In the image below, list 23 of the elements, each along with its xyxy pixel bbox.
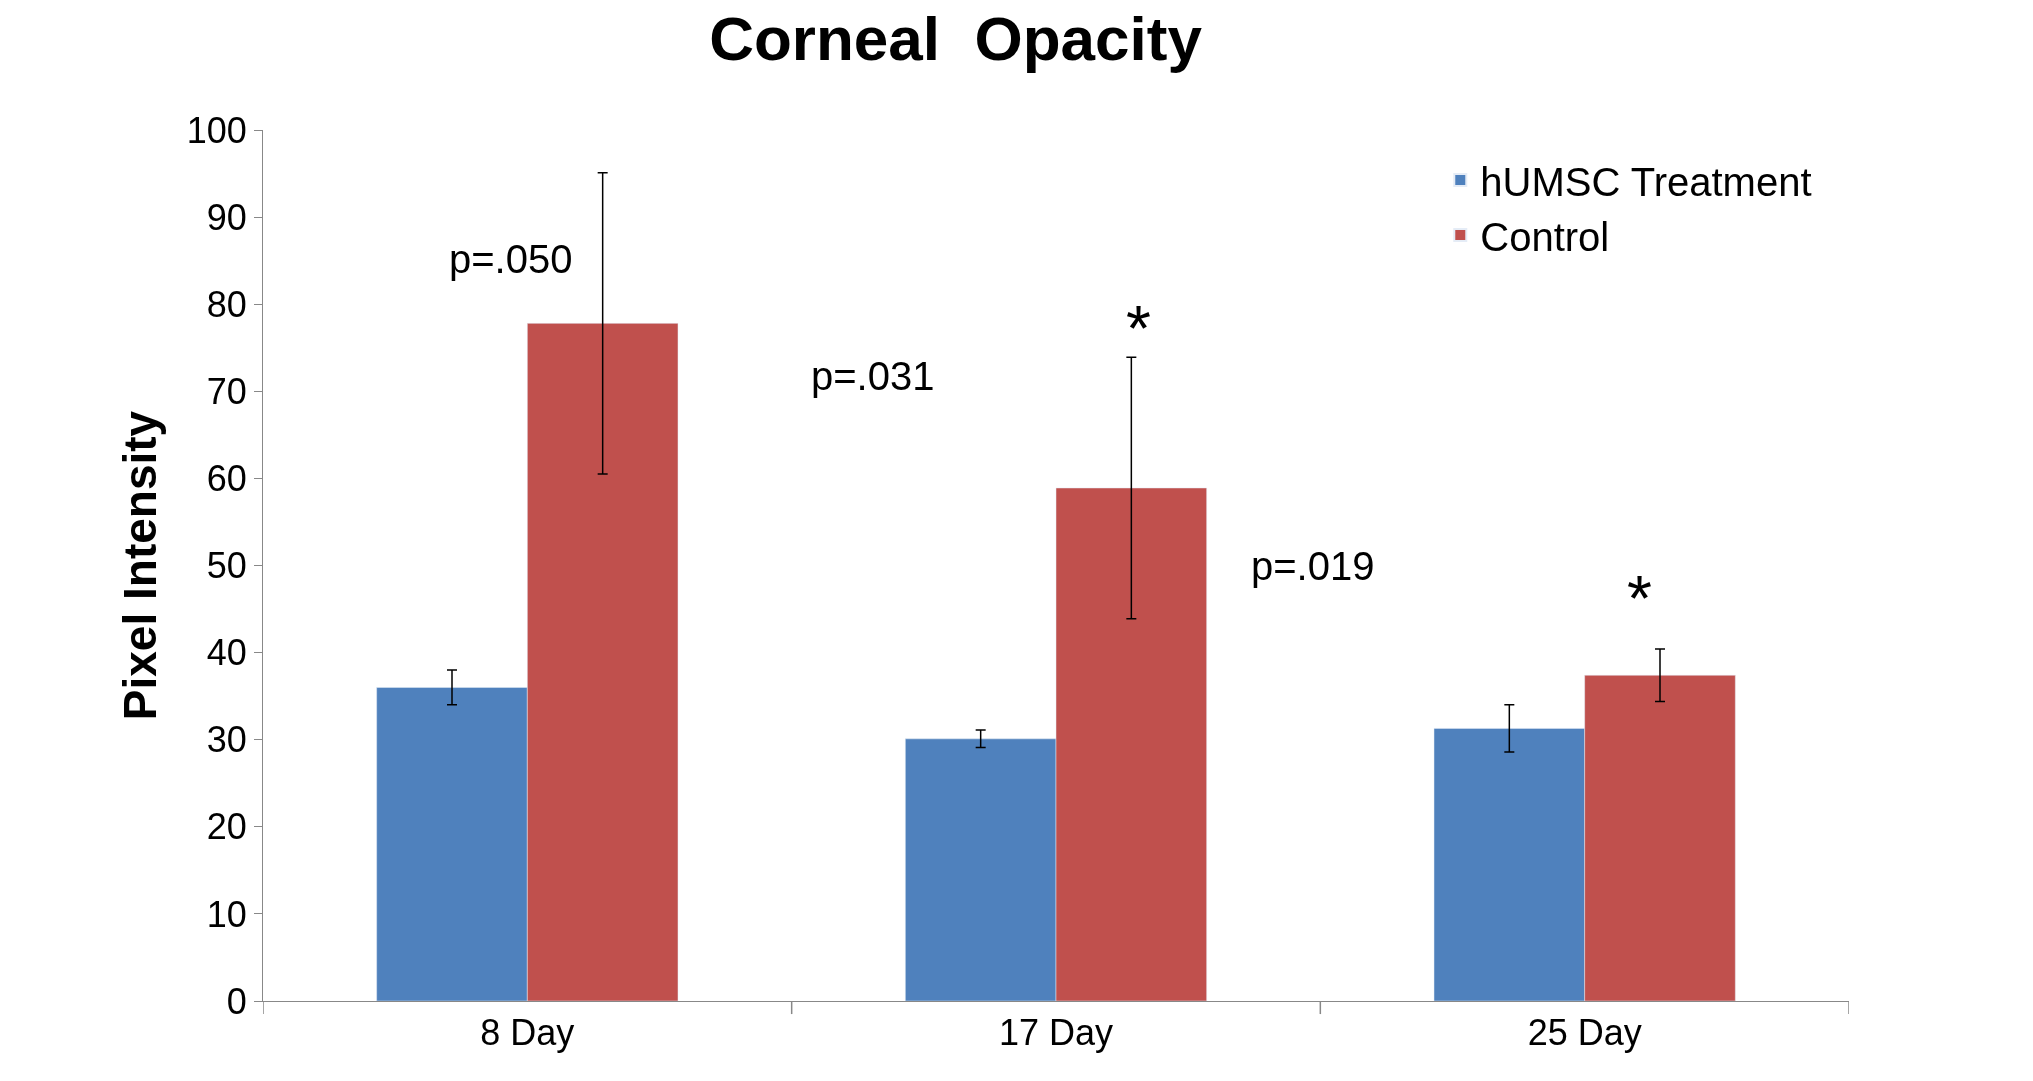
y-tick-label: 20 (206, 806, 247, 848)
chart-title: Corneal Opacity (709, 3, 1203, 73)
y-tick-label: 30 (206, 719, 247, 761)
y-tick-label: 0 (226, 980, 247, 1022)
y-tick-label: 50 (206, 545, 247, 587)
y-tick-label: 40 (206, 632, 247, 674)
y-tick-label: 90 (206, 196, 247, 238)
annotation: * (1627, 563, 1652, 635)
legend-label: hUMSC Treatment (1480, 159, 1812, 204)
x-tick-label: 17 Day (998, 1012, 1114, 1054)
annotation: p=.019 (1251, 544, 1375, 588)
legend-label: Control (1480, 214, 1610, 259)
x-tick-label: 8 Day (480, 1012, 575, 1054)
x-tick-label: 25 Day (1527, 1012, 1642, 1054)
annotation: p=.031 (811, 354, 935, 398)
annotation: * (1126, 293, 1151, 365)
y-tick-label: 80 (206, 283, 247, 325)
y-tick-label: 10 (206, 893, 247, 935)
y-axis-title: Pixel Intensity (114, 410, 167, 721)
y-tick-label: 100 (186, 109, 247, 151)
annotation: p=.050 (449, 237, 573, 281)
y-tick-label: 60 (206, 458, 247, 499)
y-tick-label: 70 (206, 370, 247, 412)
